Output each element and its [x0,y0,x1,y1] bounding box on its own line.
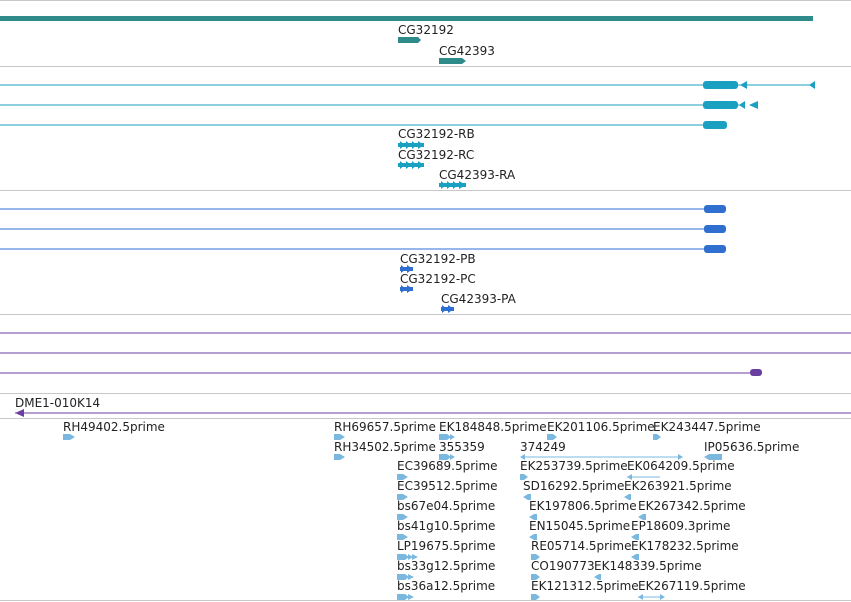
est-feature[interactable] [638,594,665,600]
est-label: EK148339.5prime [594,559,702,573]
est-label: EC39689.5prime [397,459,498,473]
est-feature[interactable] [397,594,414,600]
protein-feature[interactable] [400,265,413,273]
est-label: EK243447.5prime [653,420,761,434]
est-feature[interactable] [631,534,639,540]
mrna-strand-arrow-icon [749,101,758,109]
est-label: EK064209.5prime [627,459,735,473]
est-feature[interactable] [397,474,408,480]
gene-span-bar[interactable] [0,16,813,21]
clone-arrow-icon [15,409,24,417]
est-feature[interactable] [439,434,455,440]
mrna-feature[interactable] [398,161,424,169]
est-feature[interactable] [627,474,660,480]
est-track: RH49402.5prime RH69657.5prime EK184848.5… [63,420,799,600]
protein-label: CG32192-PB [400,252,476,266]
gene-label: CG32192 [398,23,454,37]
est-label: EK184848.5prime [439,420,547,434]
gene-feature[interactable] [398,37,421,43]
mrna-label: CG32192-RC [398,148,474,162]
est-label: EK121312.5prime [531,579,639,593]
est-label: EP18609.3prime [631,519,730,533]
mrna-exon[interactable] [703,121,727,129]
est-feature[interactable] [547,434,557,440]
est-label: RH49402.5prime [63,420,165,434]
est-feature[interactable] [523,494,531,500]
mrna-track: CG32192-RB CG32192-RC CG42393-RA [0,81,815,189]
est-label: RH69657.5prime [334,420,436,434]
gene-track: CG32192 CG42393 [0,16,813,64]
est-label: EC39512.5prime [397,479,498,493]
mrna-feature[interactable] [439,181,466,189]
est-label: RE05714.5prime [531,539,632,553]
est-label: CO190773 [531,559,595,573]
est-feature[interactable] [531,594,540,600]
gene-feature[interactable] [439,58,466,64]
mrna-exon[interactable] [703,81,738,89]
est-feature[interactable] [397,494,408,500]
est-label: EK197806.5prime [529,499,637,513]
est-feature[interactable] [397,554,418,560]
est-feature[interactable] [529,514,537,520]
est-feature[interactable] [531,574,540,580]
mrna-label: CG42393-RA [439,168,516,182]
est-label: EK267342.5prime [638,499,746,513]
mrna-feature[interactable] [398,141,424,149]
clone-label: DME1-010K14 [15,396,100,410]
mrna-strand-arrow-icon [809,81,815,89]
est-feature[interactable] [594,574,601,580]
est-feature[interactable] [397,534,408,540]
est-label: EK201106.5prime [547,420,655,434]
est-feature[interactable] [334,454,345,460]
mrna-exon[interactable] [703,101,738,109]
est-feature[interactable] [520,454,683,460]
protein-label: CG42393-PA [441,292,517,306]
est-label: bs67e04.5prime [397,499,495,513]
est-feature[interactable] [624,494,631,500]
est-feature[interactable] [334,434,345,440]
mrna-label: CG32192-RB [398,127,475,141]
est-feature[interactable] [520,474,528,480]
est-feature[interactable] [704,454,722,460]
protein-feature[interactable] [441,305,454,313]
est-label: EK178232.5prime [631,539,739,553]
est-feature[interactable] [63,434,75,440]
est-label: 374249 [520,440,566,454]
est-label: bs41g10.5prime [397,519,495,533]
est-label: IP05636.5prime [704,440,799,454]
est-label: SD16292.5prime [523,479,624,493]
est-feature[interactable] [631,554,639,560]
est-label: 355359 [439,440,485,454]
protein-block[interactable] [704,245,726,253]
protein-block[interactable] [704,205,726,213]
est-label: bs33g12.5prime [397,559,495,573]
purple-track [0,332,851,376]
gene-label: CG42393 [439,44,495,58]
purple-block[interactable] [750,369,762,376]
protein-label: CG32192-PC [400,272,476,286]
mrna-strand-arrow-icon [739,101,745,109]
est-feature[interactable] [397,514,408,520]
protein-track: CG32192-PB CG32192-PC CG42393-PA [0,205,726,313]
est-label: EK267119.5prime [638,579,746,593]
est-feature[interactable] [531,554,540,560]
est-feature[interactable] [397,574,414,580]
est-label: RH34502.5prime [334,440,436,454]
mrna-strand-arrow-icon [740,81,747,89]
est-feature[interactable] [653,434,661,440]
est-feature[interactable] [638,514,646,520]
clone-track: DME1-010K14 [15,396,851,417]
est-label: EK263921.5prime [624,479,732,493]
est-label: EN15045.5prime [529,519,630,533]
protein-block[interactable] [704,225,726,233]
protein-feature[interactable] [400,285,413,293]
est-feature[interactable] [439,454,455,460]
est-label: bs36a12.5prime [397,579,495,593]
est-label: EK253739.5prime [520,459,628,473]
est-feature[interactable] [529,534,537,540]
est-label: LP19675.5prime [397,539,496,553]
